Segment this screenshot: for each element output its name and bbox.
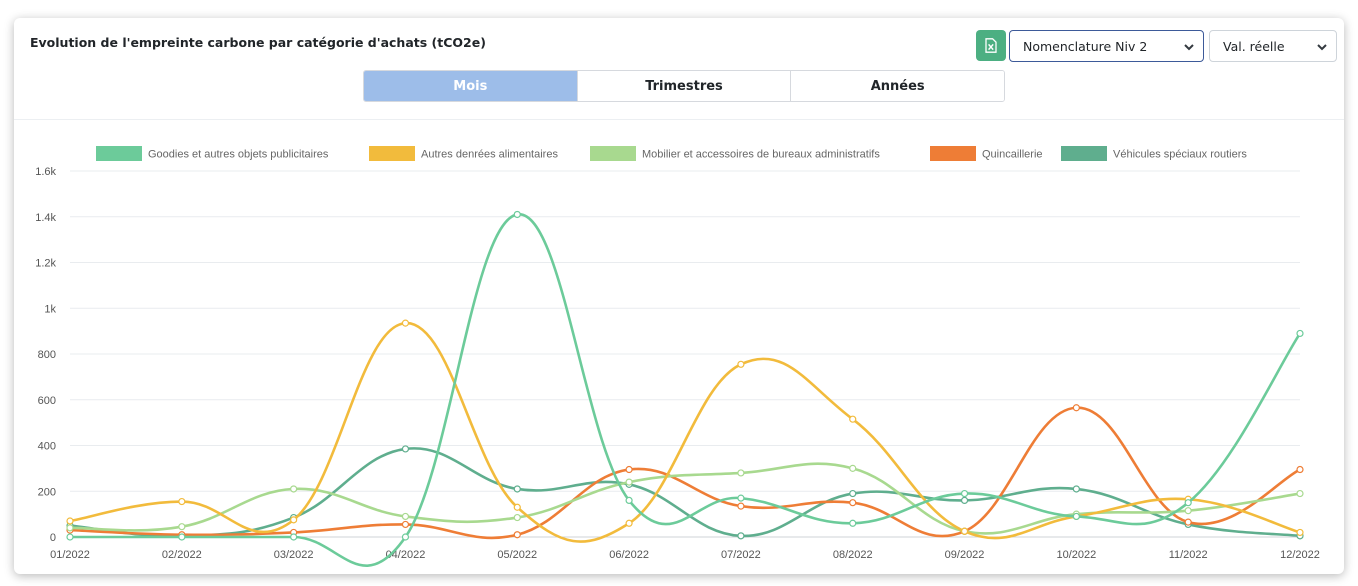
y-tick-label: 600: [38, 395, 56, 407]
y-tick-label: 800: [38, 349, 56, 361]
legend-label: Mobilier et accessoires de bureaux admin…: [642, 149, 880, 161]
legend-swatch: [96, 146, 142, 161]
header-divider: [14, 119, 1344, 120]
data-point: [849, 499, 857, 507]
chevron-down-icon: [1184, 44, 1194, 51]
data-point: [1296, 329, 1304, 338]
data-point: [960, 527, 969, 535]
x-tick-label: 08/2022: [833, 549, 873, 561]
data-point: [513, 503, 521, 511]
data-point: [737, 502, 745, 510]
tab-mois[interactable]: Mois: [364, 71, 577, 101]
x-tick-label: 11/2022: [1169, 549, 1208, 561]
export-excel-button[interactable]: [976, 30, 1006, 61]
data-point: [960, 489, 969, 498]
legend-swatch: [590, 146, 636, 161]
legend-label: Quincaillerie: [982, 149, 1043, 161]
y-tick-label: 1.6k: [35, 166, 56, 178]
data-point: [849, 489, 857, 498]
value-type-value: Val. réelle: [1223, 38, 1285, 54]
data-point: [625, 478, 633, 486]
data-point: [1296, 528, 1304, 537]
chart-card: Evolution de l'empreinte carbone par cat…: [14, 18, 1344, 574]
x-tick-label: 09/2022: [945, 549, 985, 561]
series-line: [68, 213, 1302, 567]
data-point: [849, 519, 857, 527]
data-point: [66, 517, 74, 525]
legend-label: Goodies et autres objets publicitaires: [148, 149, 329, 161]
legend-label: Autres denrées alimentaires: [421, 149, 558, 161]
data-point: [849, 415, 857, 423]
data-point: [513, 531, 521, 539]
data-point: [401, 520, 410, 529]
y-tick-label: 1k: [44, 303, 56, 315]
y-tick-label: 0: [50, 532, 56, 544]
excel-file-icon: [985, 38, 997, 53]
data-point: [1296, 465, 1304, 474]
x-tick-label: 06/2022: [609, 549, 649, 561]
data-point: [737, 469, 745, 477]
tab-annees[interactable]: Années: [790, 71, 1004, 101]
data-point: [737, 532, 745, 540]
data-point: [66, 524, 74, 532]
data-point: [513, 485, 521, 493]
data-point: [401, 319, 410, 327]
y-tick-label: 1.4k: [35, 212, 56, 224]
chevron-down-icon: [1317, 44, 1327, 51]
x-tick-label: 01/2022: [50, 549, 90, 561]
data-point: [290, 533, 298, 541]
data-point: [401, 512, 410, 521]
tab-trimestres[interactable]: Trimestres: [576, 71, 791, 101]
data-point: [178, 523, 186, 531]
data-point: [178, 497, 186, 506]
y-tick-label: 200: [38, 486, 56, 498]
x-tick-label: 10/2022: [1056, 549, 1096, 561]
data-point: [1072, 512, 1080, 521]
x-tick-label: 02/2022: [162, 549, 202, 561]
data-point: [625, 519, 633, 527]
y-tick-label: 1.2k: [35, 258, 56, 270]
data-point: [178, 533, 186, 541]
data-point: [849, 464, 857, 472]
data-point: [1072, 404, 1080, 412]
legend-swatch: [930, 146, 976, 161]
data-point: [1184, 518, 1192, 526]
data-point: [1184, 499, 1192, 507]
y-tick-label: 400: [38, 441, 56, 453]
value-type-select[interactable]: Val. réelle: [1209, 30, 1337, 62]
data-point: [737, 494, 745, 502]
x-tick-label: 07/2022: [721, 549, 761, 561]
x-tick-label: 03/2022: [274, 549, 314, 561]
period-tabs: Mois Trimestres Années: [363, 70, 1005, 102]
x-tick-label: 04/2022: [386, 549, 426, 561]
data-point: [1072, 485, 1080, 493]
legend-label: Véhicules spéciaux routiers: [1113, 149, 1247, 161]
legend-swatch: [1061, 146, 1107, 161]
data-point: [1184, 507, 1192, 515]
series-line: [68, 462, 1302, 535]
data-point: [1296, 489, 1304, 498]
x-tick-label: 05/2022: [497, 549, 537, 561]
data-point: [66, 533, 74, 541]
data-point: [290, 485, 298, 493]
data-point: [625, 496, 633, 504]
nomenclature-level-value: Nomenclature Niv 2: [1023, 38, 1148, 54]
data-point: [960, 496, 969, 504]
data-point: [513, 513, 521, 522]
data-point: [737, 360, 745, 368]
nomenclature-level-select[interactable]: Nomenclature Niv 2: [1009, 30, 1204, 62]
legend-swatch: [369, 146, 415, 161]
data-point: [401, 445, 410, 453]
x-tick-label: 12/2022: [1280, 549, 1320, 561]
line-chart: 0 200 400 600 800 1k 1.2k 1.4k 1.6k 01/2022 02/202…: [35, 146, 1320, 567]
data-point: [401, 533, 410, 541]
data-point: [290, 516, 298, 524]
data-point: [625, 465, 633, 474]
data-point: [513, 210, 521, 219]
chart-title: Evolution de l'empreinte carbone par cat…: [30, 35, 486, 50]
